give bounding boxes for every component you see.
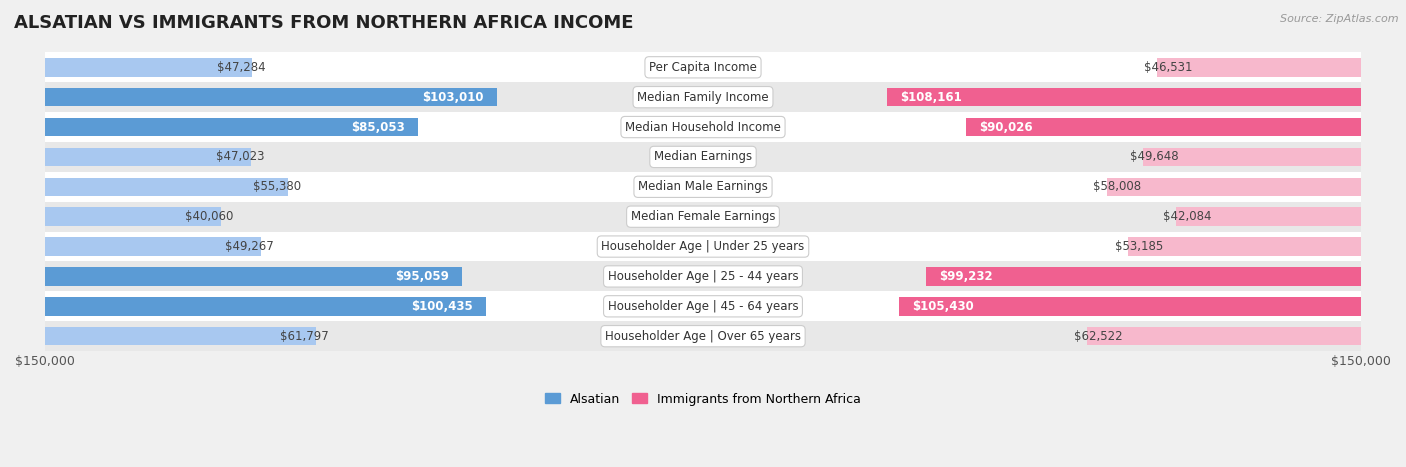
Bar bbox=[45, 291, 1361, 321]
Text: Median Household Income: Median Household Income bbox=[626, 120, 780, 134]
Bar bbox=[45, 202, 1361, 232]
Text: Householder Age | 25 - 44 years: Householder Age | 25 - 44 years bbox=[607, 270, 799, 283]
Bar bbox=[45, 118, 418, 136]
Bar bbox=[898, 297, 1361, 316]
Bar bbox=[966, 118, 1361, 136]
Text: $58,008: $58,008 bbox=[1094, 180, 1142, 193]
Text: $100,435: $100,435 bbox=[411, 300, 472, 313]
Bar bbox=[45, 52, 1361, 82]
Text: $105,430: $105,430 bbox=[911, 300, 973, 313]
Bar bbox=[925, 267, 1361, 286]
Text: ALSATIAN VS IMMIGRANTS FROM NORTHERN AFRICA INCOME: ALSATIAN VS IMMIGRANTS FROM NORTHERN AFR… bbox=[14, 14, 634, 32]
Text: Median Family Income: Median Family Income bbox=[637, 91, 769, 104]
Text: $49,267: $49,267 bbox=[225, 240, 274, 253]
Text: $90,026: $90,026 bbox=[979, 120, 1033, 134]
Bar bbox=[45, 267, 463, 286]
Text: $61,797: $61,797 bbox=[280, 330, 329, 343]
Bar bbox=[45, 88, 496, 106]
Bar bbox=[45, 112, 1361, 142]
Bar bbox=[45, 262, 1361, 291]
Bar bbox=[45, 148, 252, 166]
Text: Householder Age | Under 25 years: Householder Age | Under 25 years bbox=[602, 240, 804, 253]
Bar bbox=[45, 232, 1361, 262]
Bar bbox=[1177, 207, 1361, 226]
Bar bbox=[45, 237, 262, 256]
Text: $46,531: $46,531 bbox=[1143, 61, 1192, 74]
Text: $62,522: $62,522 bbox=[1074, 330, 1122, 343]
Bar bbox=[45, 207, 221, 226]
Legend: Alsatian, Immigrants from Northern Africa: Alsatian, Immigrants from Northern Afric… bbox=[540, 388, 866, 410]
Text: $95,059: $95,059 bbox=[395, 270, 449, 283]
Text: $40,060: $40,060 bbox=[186, 210, 233, 223]
Text: Median Female Earnings: Median Female Earnings bbox=[631, 210, 775, 223]
Text: $42,084: $42,084 bbox=[1163, 210, 1212, 223]
Bar bbox=[45, 142, 1361, 172]
Text: $103,010: $103,010 bbox=[422, 91, 484, 104]
Bar bbox=[45, 297, 485, 316]
Text: Source: ZipAtlas.com: Source: ZipAtlas.com bbox=[1281, 14, 1399, 24]
Text: $108,161: $108,161 bbox=[900, 91, 962, 104]
Bar bbox=[45, 321, 1361, 351]
Bar bbox=[1107, 177, 1361, 196]
Bar bbox=[887, 88, 1361, 106]
Text: $49,648: $49,648 bbox=[1130, 150, 1178, 163]
Text: Median Male Earnings: Median Male Earnings bbox=[638, 180, 768, 193]
Bar bbox=[1143, 148, 1361, 166]
Text: $55,380: $55,380 bbox=[253, 180, 301, 193]
Text: $47,284: $47,284 bbox=[217, 61, 266, 74]
Bar bbox=[45, 327, 316, 346]
Bar bbox=[45, 82, 1361, 112]
Text: Householder Age | 45 - 64 years: Householder Age | 45 - 64 years bbox=[607, 300, 799, 313]
Bar bbox=[45, 177, 288, 196]
Text: $47,023: $47,023 bbox=[217, 150, 264, 163]
Text: $99,232: $99,232 bbox=[939, 270, 993, 283]
Text: Householder Age | Over 65 years: Householder Age | Over 65 years bbox=[605, 330, 801, 343]
Bar bbox=[1087, 327, 1361, 346]
Text: Median Earnings: Median Earnings bbox=[654, 150, 752, 163]
Text: $85,053: $85,053 bbox=[352, 120, 405, 134]
Bar bbox=[45, 172, 1361, 202]
Bar bbox=[1157, 58, 1361, 77]
Text: Per Capita Income: Per Capita Income bbox=[650, 61, 756, 74]
Bar bbox=[1128, 237, 1361, 256]
Bar bbox=[45, 58, 252, 77]
Text: $53,185: $53,185 bbox=[1115, 240, 1163, 253]
